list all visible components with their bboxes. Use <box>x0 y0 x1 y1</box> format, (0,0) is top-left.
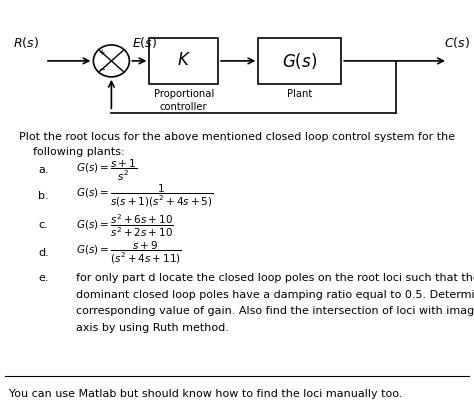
Text: corresponding value of gain. Also find the intersection of loci with imaginary: corresponding value of gain. Also find t… <box>76 306 474 316</box>
Text: dominant closed loop poles have a damping ratio equal to 0.5. Determine the: dominant closed loop poles have a dampin… <box>76 290 474 300</box>
Text: $K$: $K$ <box>177 52 191 69</box>
Text: $R(s)$: $R(s)$ <box>13 35 39 50</box>
Text: $C(s)$: $C(s)$ <box>445 35 470 50</box>
Text: $G(s) = \dfrac{s^2+6s+10}{s^2+2s+10}$: $G(s) = \dfrac{s^2+6s+10}{s^2+2s+10}$ <box>76 212 173 239</box>
Text: b.: b. <box>38 191 48 201</box>
Text: You can use Matlab but should know how to find the loci manually too.: You can use Matlab but should know how t… <box>9 389 403 399</box>
Text: −: − <box>98 65 105 74</box>
Text: $G(s) = \dfrac{1}{s(s+1)(s^2+4s+5)}$: $G(s) = \dfrac{1}{s(s+1)(s^2+4s+5)}$ <box>76 183 213 209</box>
Text: $G(s)$: $G(s)$ <box>282 51 318 71</box>
Text: e.: e. <box>38 273 48 284</box>
Text: following plants:: following plants: <box>33 147 125 157</box>
Text: axis by using Ruth method.: axis by using Ruth method. <box>76 323 229 333</box>
Text: Plant: Plant <box>287 89 312 99</box>
Text: $E(s)$: $E(s)$ <box>132 35 157 50</box>
Text: Proportional
controller: Proportional controller <box>154 89 214 112</box>
Text: $G(s) = \dfrac{s+1}{s^2}$: $G(s) = \dfrac{s+1}{s^2}$ <box>76 158 137 183</box>
Bar <box>258 38 341 84</box>
Text: Plot the root locus for the above mentioned closed loop control system for the: Plot the root locus for the above mentio… <box>19 131 455 142</box>
Text: for only part d locate the closed loop poles on the root loci such that the: for only part d locate the closed loop p… <box>76 273 474 284</box>
Text: +: + <box>98 47 105 57</box>
Text: d.: d. <box>38 248 49 258</box>
Text: a.: a. <box>38 165 48 175</box>
Text: c.: c. <box>38 220 48 230</box>
Bar <box>149 38 218 84</box>
Text: $G(s) = \dfrac{s+9}{(s^2+4s+11)}$: $G(s) = \dfrac{s+9}{(s^2+4s+11)}$ <box>76 240 182 266</box>
